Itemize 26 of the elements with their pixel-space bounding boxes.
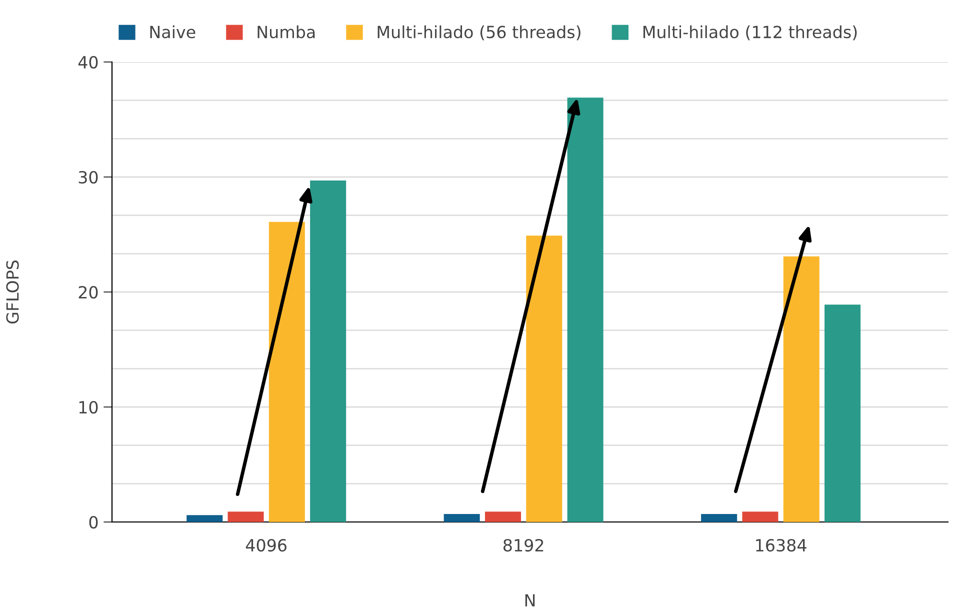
legend-label: Numba	[258, 25, 315, 38]
legend-label: Multi-hilado (112 threads)	[643, 25, 857, 40]
bar	[484, 512, 521, 522]
x-tick-label: 16384	[756, 538, 806, 552]
bar	[742, 512, 778, 522]
bar	[567, 98, 604, 522]
bar	[783, 256, 820, 522]
legend-label: Naive	[150, 25, 196, 38]
bar	[444, 514, 480, 522]
bar	[526, 236, 562, 522]
bar	[228, 512, 264, 522]
y-tick-label: 0	[89, 516, 98, 529]
bar	[824, 304, 861, 522]
x-axis-title: N	[525, 594, 535, 606]
x-tick-label: 8192	[503, 538, 544, 552]
y-tick-label: 20	[78, 286, 98, 299]
y-axis-title: GFLOPS	[6, 260, 19, 324]
bar	[310, 180, 346, 522]
y-tick-label: 30	[78, 170, 98, 184]
bar	[186, 515, 223, 522]
legend-label: Multi-hilado (56 threads)	[378, 25, 580, 40]
y-tick-label: 10	[79, 400, 98, 414]
x-tick-label: 4096	[246, 538, 286, 552]
bar	[701, 514, 738, 522]
y-tick-label: 40	[78, 56, 98, 69]
bar	[268, 222, 305, 522]
